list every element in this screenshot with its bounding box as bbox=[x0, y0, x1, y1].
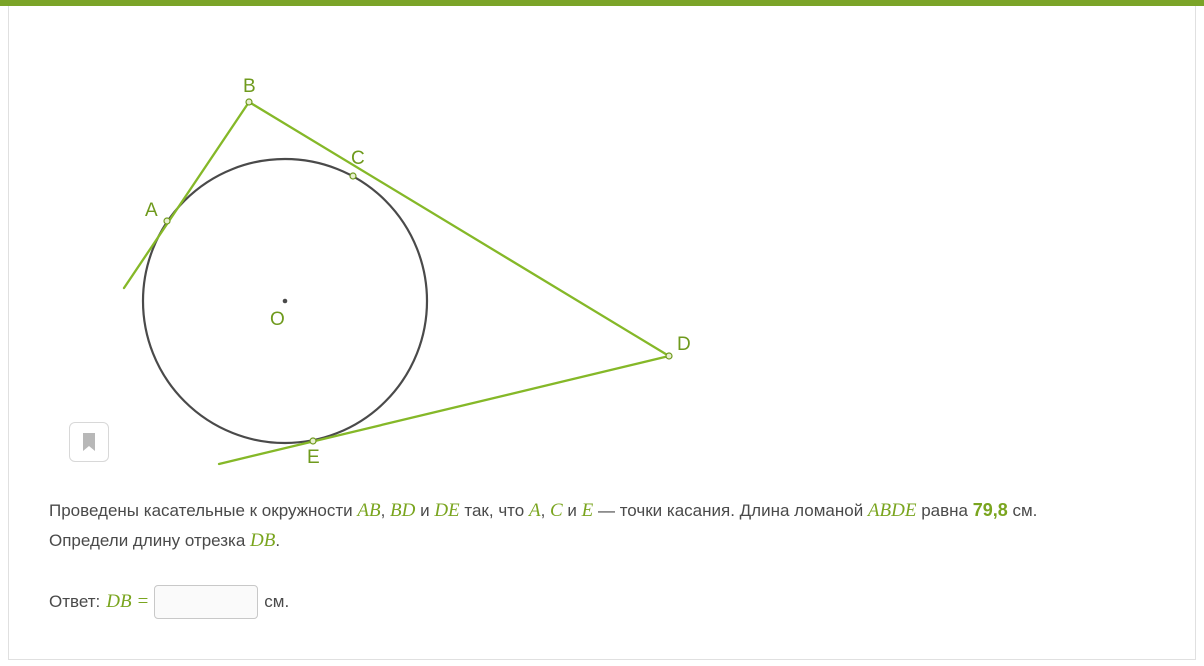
center-dot bbox=[283, 299, 288, 304]
problem-card: O A B C D E bbox=[8, 6, 1196, 660]
dot-C bbox=[350, 173, 356, 179]
tangent-lines bbox=[124, 102, 669, 464]
statement-line-1: Проведены касательные к окружности AB, B… bbox=[49, 496, 1155, 526]
var-AB: AB bbox=[357, 500, 380, 521]
point-B: B bbox=[243, 76, 256, 105]
label-O: O bbox=[270, 309, 285, 330]
var-E: E bbox=[582, 500, 594, 521]
statement-line-2: Определи длину отрезка DB. bbox=[49, 526, 1155, 556]
value-length: 79,8 bbox=[973, 500, 1008, 520]
txt-p1c: — точки касания. Длина ломаной bbox=[593, 501, 868, 520]
sep4: и bbox=[563, 501, 582, 520]
line-DE-ext bbox=[219, 356, 669, 464]
answer-label: Ответ: bbox=[49, 592, 100, 612]
geometry-diagram: O A B C D E bbox=[49, 36, 689, 456]
point-C: C bbox=[350, 148, 365, 179]
dot-B bbox=[246, 99, 252, 105]
answer-input[interactable] bbox=[154, 585, 258, 619]
diagram-svg: O A B C D E bbox=[49, 36, 709, 476]
txt-p1d: равна bbox=[916, 501, 972, 520]
unit1: см. bbox=[1008, 501, 1038, 520]
sep3: , bbox=[541, 501, 550, 520]
txt-p2b: . bbox=[275, 531, 280, 550]
var-DE: DE bbox=[434, 500, 459, 521]
sep1: , bbox=[381, 501, 390, 520]
label-C: C bbox=[351, 148, 365, 169]
dot-E bbox=[310, 438, 316, 444]
label-A: A bbox=[145, 200, 158, 221]
txt-p1b: так, что bbox=[460, 501, 529, 520]
txt-p1a: Проведены касательные к окружности bbox=[49, 501, 357, 520]
answer-row: Ответ: DB = см. bbox=[49, 585, 1155, 619]
dot-A bbox=[164, 218, 170, 224]
var-A: A bbox=[529, 500, 541, 521]
answer-unit: см. bbox=[264, 592, 289, 612]
point-A: A bbox=[145, 200, 170, 224]
bookmark-icon bbox=[82, 433, 96, 451]
label-B: B bbox=[243, 76, 256, 97]
var-DB-q: DB bbox=[250, 530, 275, 551]
point-D: D bbox=[666, 334, 691, 359]
problem-statement: Проведены касательные к окружности AB, B… bbox=[49, 496, 1155, 557]
answer-eq: = bbox=[138, 591, 149, 613]
label-D: D bbox=[677, 334, 691, 355]
var-ABDE: ABDE bbox=[868, 500, 917, 521]
label-E: E bbox=[307, 447, 320, 468]
dot-D bbox=[666, 353, 672, 359]
bookmark-button[interactable] bbox=[69, 422, 109, 462]
var-BD: BD bbox=[390, 500, 415, 521]
line-BD bbox=[249, 102, 669, 356]
var-C: C bbox=[550, 500, 563, 521]
txt-p2a: Определи длину отрезка bbox=[49, 531, 250, 550]
sep2: и bbox=[415, 501, 434, 520]
line-AB-ext bbox=[124, 102, 249, 288]
answer-var-DB: DB bbox=[106, 591, 131, 613]
